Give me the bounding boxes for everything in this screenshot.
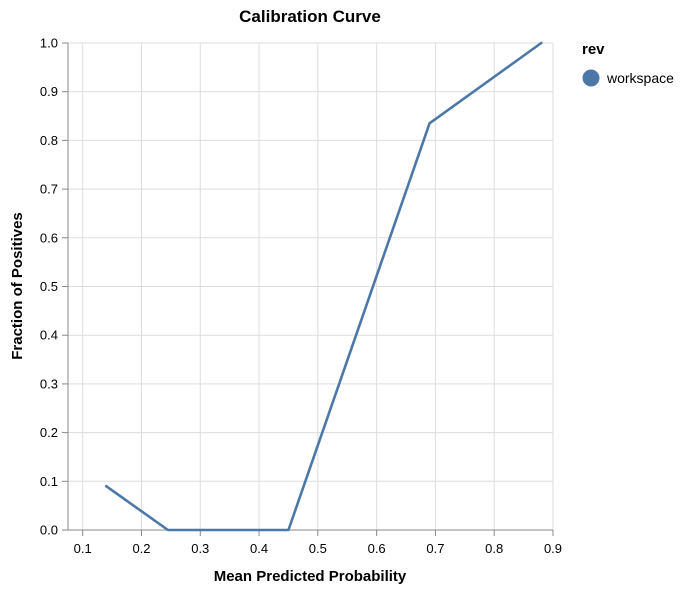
chart-title: Calibration Curve bbox=[239, 7, 381, 26]
legend-swatch bbox=[582, 69, 600, 87]
y-tick-label: 0.1 bbox=[40, 474, 58, 489]
y-tick-label: 0.9 bbox=[40, 84, 58, 99]
axes: 0.1 0.2 0.3 0.4 0.5 0.6 0.7 0.8 0.9 0.0 0.1 0.2 0.3 0… bbox=[40, 36, 562, 557]
x-tick-label: 0.7 bbox=[426, 541, 444, 556]
y-tick-label: 0.0 bbox=[40, 523, 58, 538]
y-tick-label: 0.3 bbox=[40, 376, 58, 391]
series-layer bbox=[104, 41, 543, 532]
y-tick-label: 0.4 bbox=[40, 328, 58, 343]
x-tick-label: 0.1 bbox=[74, 541, 92, 556]
x-tick-label: 0.3 bbox=[191, 541, 209, 556]
y-tick-label: 0.5 bbox=[40, 279, 58, 294]
x-axis-title: Mean Predicted Probability bbox=[214, 568, 407, 585]
x-tick-label: 0.5 bbox=[309, 541, 327, 556]
x-tick-label: 0.2 bbox=[132, 541, 150, 556]
y-tick-label: 1.0 bbox=[40, 36, 58, 51]
grid bbox=[68, 42, 554, 531]
x-tick-label: 0.4 bbox=[250, 541, 268, 556]
y-tick-label: 0.8 bbox=[40, 133, 58, 148]
legend-label: workspace bbox=[606, 70, 674, 86]
x-tick-label: 0.9 bbox=[544, 541, 562, 556]
y-tick-label: 0.2 bbox=[40, 425, 58, 440]
legend: rev workspace bbox=[582, 41, 674, 87]
x-tick-label: 0.8 bbox=[485, 541, 503, 556]
y-axis-title: Fraction of Positives bbox=[9, 212, 26, 360]
legend-title: rev bbox=[582, 41, 605, 58]
y-tick-label: 0.6 bbox=[40, 230, 58, 245]
legend-items: workspace bbox=[582, 69, 674, 87]
series-line-workspace bbox=[104, 41, 543, 532]
y-tick-label: 0.7 bbox=[40, 182, 58, 197]
x-tick-label: 0.6 bbox=[368, 541, 386, 556]
